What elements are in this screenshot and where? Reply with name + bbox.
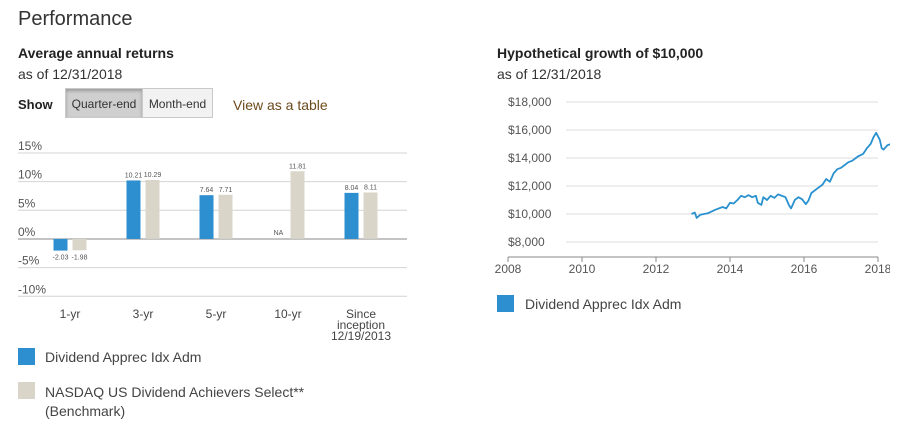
bar-data-label: 10.21 xyxy=(125,172,143,179)
y-tick-label: 5% xyxy=(18,196,36,210)
bar xyxy=(126,180,141,239)
x-tick-label: 2010 xyxy=(569,262,596,276)
quarter-end-button[interactable]: Quarter-end xyxy=(65,88,143,118)
bar xyxy=(363,192,378,239)
x-category-label: 1-yr xyxy=(60,307,81,321)
bar-data-label: 8.04 xyxy=(345,185,359,192)
growth-title: Hypothetical growth of $10,000 xyxy=(497,45,704,61)
y-tick-label: 10% xyxy=(18,168,42,182)
legend-label-benchmark: NASDAQ US Dividend Achievers Select** (Be… xyxy=(45,383,304,421)
month-end-button[interactable]: Month-end xyxy=(142,88,213,118)
returns-title: Average annual returns xyxy=(18,45,174,61)
show-label: Show xyxy=(18,97,53,112)
legend-swatch-fund xyxy=(18,348,35,365)
y-tick-label: 0% xyxy=(18,225,36,239)
bar-data-label: 11.81 xyxy=(289,163,306,170)
returns-bar-chart: 15% 10% 5% 0% -5% -10% -2.03 10.21 7.64 NA 8.04 -1.… xyxy=(18,139,407,343)
legend-label-growth: Dividend Apprec Idx Adm xyxy=(525,296,682,312)
page-title: Performance xyxy=(18,8,133,30)
x-tick-label: 2012 xyxy=(643,262,670,276)
y-tick-label: $14,000 xyxy=(508,151,552,165)
y-tick-label: -10% xyxy=(18,282,46,296)
bar xyxy=(199,195,214,239)
x-category-label: Since xyxy=(346,307,376,321)
bar xyxy=(290,171,305,239)
x-tick-label: 2018 xyxy=(865,262,890,276)
bar-data-label: 10.29 xyxy=(144,172,162,179)
x-category-label: 5-yr xyxy=(206,307,227,321)
view-as-table-link[interactable]: View as a table xyxy=(233,97,328,113)
x-tick-label: 2008 xyxy=(495,262,522,276)
y-tick-label: -5% xyxy=(18,254,40,268)
y-tick-label: $8,000 xyxy=(508,235,545,249)
bar xyxy=(218,194,233,239)
y-tick-label: $18,000 xyxy=(508,95,552,109)
growth-series-line xyxy=(691,131,890,219)
x-category-label: 10-yr xyxy=(274,307,301,321)
growth-line-chart: $18,000 $16,000 $14,000 $12,000 $10,000 $8,00… xyxy=(495,95,890,276)
x-category-label: inception xyxy=(337,318,385,332)
y-tick-label: 15% xyxy=(18,139,42,153)
y-tick-label: $12,000 xyxy=(508,179,552,193)
returns-asof: as of 12/31/2018 xyxy=(18,66,123,82)
x-category-label: 3-yr xyxy=(133,307,154,321)
bar xyxy=(344,192,359,239)
y-tick-label: $10,000 xyxy=(508,207,552,221)
x-category-label: 12/19/2013 xyxy=(331,329,391,343)
x-tick-label: 2014 xyxy=(717,262,744,276)
growth-asof: as of 12/31/2018 xyxy=(497,66,602,82)
bar xyxy=(72,238,87,251)
bar-data-label: NA xyxy=(274,230,284,237)
x-tick-label: 2016 xyxy=(791,262,818,276)
legend-label-line: (Benchmark) xyxy=(45,403,126,419)
bar-data-label: 7.71 xyxy=(219,187,233,194)
bar xyxy=(53,238,68,251)
y-tick-label: $16,000 xyxy=(508,123,552,137)
bar-data-label: -2.03 xyxy=(53,255,69,262)
bar-data-label: 8.11 xyxy=(364,184,377,191)
legend-label-fund: Dividend Apprec Idx Adm xyxy=(45,349,202,365)
bar-data-label: 7.64 xyxy=(200,187,214,194)
legend-label-line: NASDAQ US Dividend Achievers Select** xyxy=(45,384,305,400)
bar xyxy=(145,179,160,239)
bar-data-label: -1.98 xyxy=(72,254,88,261)
legend-swatch-benchmark xyxy=(18,382,35,399)
legend-swatch-growth xyxy=(497,295,514,312)
